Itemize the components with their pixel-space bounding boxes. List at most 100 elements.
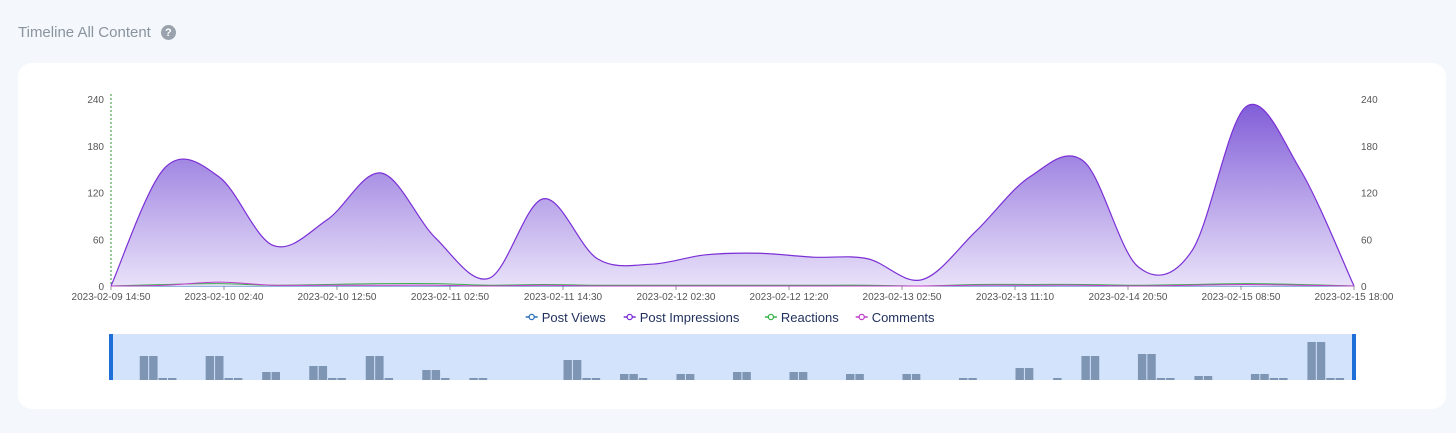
brush-bar <box>1137 354 1147 380</box>
brush-bar <box>1053 378 1062 380</box>
legend-marker-post-views <box>528 313 535 321</box>
brush-bar <box>441 378 450 380</box>
x-tick-label-6: 2023-02-12 12:20 <box>750 292 829 303</box>
brush-bar <box>629 374 638 380</box>
title-row: Timeline All Content ? <box>18 24 176 41</box>
brush-bar <box>572 360 582 380</box>
brush-handle-left[interactable] <box>109 334 113 380</box>
brush-bar <box>318 366 328 380</box>
x-tick-label-7: 2023-02-13 02:50 <box>863 292 942 303</box>
x-tick-label-2: 2023-02-10 12:50 <box>298 292 377 303</box>
brush-bar <box>563 360 572 380</box>
series-line-reactions <box>110 283 1355 287</box>
brush-bar <box>742 372 751 380</box>
y-tick-left-4: 240 <box>87 95 104 106</box>
legend-item-post-views[interactable]: Post Views <box>525 310 607 325</box>
legend-label-reactions: Reactions <box>781 310 839 325</box>
brush-bar <box>676 374 685 380</box>
brush-bar <box>620 374 629 380</box>
brush-bar <box>1090 356 1100 380</box>
brush-bar <box>365 356 375 380</box>
brush-bar <box>1081 356 1090 380</box>
brush-bar <box>1279 378 1288 380</box>
y-tick-left-2: 120 <box>87 189 104 200</box>
brush-bar <box>168 378 177 380</box>
brush-bar <box>224 378 233 380</box>
brush-bar <box>1335 378 1345 380</box>
brush-bar <box>1156 378 1166 380</box>
brush-bar <box>139 356 149 380</box>
x-tick-label-9: 2023-02-14 20:50 <box>1089 292 1168 303</box>
help-icon[interactable]: ? <box>160 25 176 40</box>
legend-label-comments: Comments <box>872 310 935 325</box>
brush-background <box>111 334 1354 380</box>
brush-bar <box>469 378 478 380</box>
brush-bar <box>968 378 977 380</box>
brush-bar <box>1147 354 1156 380</box>
brush-bar <box>1024 368 1034 380</box>
brush-bar <box>271 372 280 380</box>
brush-bar <box>582 378 591 380</box>
y-tick-right-4: 240 <box>1361 95 1378 106</box>
brush-bar <box>846 374 855 380</box>
chart-title: Timeline All Content <box>18 24 151 41</box>
brush-handle-right[interactable] <box>1352 334 1356 380</box>
timeline-chart: 0 0 60 60 120 120 180 180 240 240 2023-02-09 14:50… <box>72 94 1394 380</box>
brush-bar <box>798 372 808 380</box>
x-tick-label-5: 2023-02-12 02:30 <box>637 292 716 303</box>
brush-bar <box>337 378 346 380</box>
brush-bar <box>959 378 968 380</box>
brush-bar <box>1326 378 1335 380</box>
brush-bar <box>478 378 488 380</box>
brush-bar <box>1015 368 1024 380</box>
brush-bar <box>309 366 318 380</box>
y-tick-right-0: 0 <box>1361 282 1367 293</box>
y-tick-right-1: 60 <box>1361 235 1373 246</box>
y-tick-right-2: 120 <box>1361 189 1378 200</box>
range-brush[interactable] <box>109 334 1356 380</box>
brush-bar <box>422 370 431 380</box>
legend-marker-comments <box>858 313 865 321</box>
legend-marker-reactions <box>767 313 775 321</box>
brush-bar <box>902 374 911 380</box>
y-tick-left-1: 60 <box>93 235 105 246</box>
x-tick-label-0: 2023-02-09 14:50 <box>72 292 151 303</box>
legend-item-post-impressions[interactable]: Post Impressions <box>623 310 740 325</box>
brush-bar <box>375 356 384 380</box>
brush-bar <box>431 370 441 380</box>
legend-item-comments[interactable]: Comments <box>855 310 935 325</box>
brush-bar <box>1316 342 1326 380</box>
brush-bar <box>158 378 167 380</box>
brush-bar <box>262 372 271 380</box>
brush-bar <box>911 374 921 380</box>
x-tick-label-3: 2023-02-11 02:50 <box>411 292 490 303</box>
legend-marker-post-impressions <box>626 313 633 321</box>
brush-bar <box>591 378 601 380</box>
brush-bar <box>215 356 224 380</box>
legend-item-reactions[interactable]: Reactions <box>764 310 839 325</box>
x-tick-label-11: 2023-02-15 18:00 <box>1315 292 1394 303</box>
x-tick-label-8: 2023-02-13 11:10 <box>976 292 1055 303</box>
brush-bar <box>149 356 158 380</box>
brush-bar <box>205 356 215 380</box>
chart-card: 0 0 60 60 120 120 180 180 240 240 2023-02-09 14:50… <box>18 63 1446 409</box>
brush-bar <box>1203 376 1213 380</box>
brush-bar <box>855 374 864 380</box>
x-tick-label-4: 2023-02-11 14:30 <box>524 292 603 303</box>
brush-bar <box>1194 376 1203 380</box>
brush-bar <box>1307 342 1316 380</box>
legend-label-post-impressions: Post Impressions <box>640 310 740 325</box>
x-tick-label-10: 2023-02-15 08:50 <box>1202 292 1281 303</box>
legend-label-post-views: Post Views <box>542 310 607 325</box>
series-line-post-impressions <box>110 103 1355 287</box>
brush-bar <box>1269 378 1279 380</box>
y-tick-left-0: 0 <box>98 282 104 293</box>
brush-bar <box>233 378 243 380</box>
brush-bar <box>384 378 393 380</box>
y-tick-right-3: 180 <box>1361 142 1378 153</box>
brush-bar <box>789 372 798 380</box>
brush-bar <box>685 374 695 380</box>
brush-bar <box>1250 374 1260 380</box>
series-area-post-impressions <box>111 104 1354 286</box>
brush-bar <box>1166 378 1175 380</box>
